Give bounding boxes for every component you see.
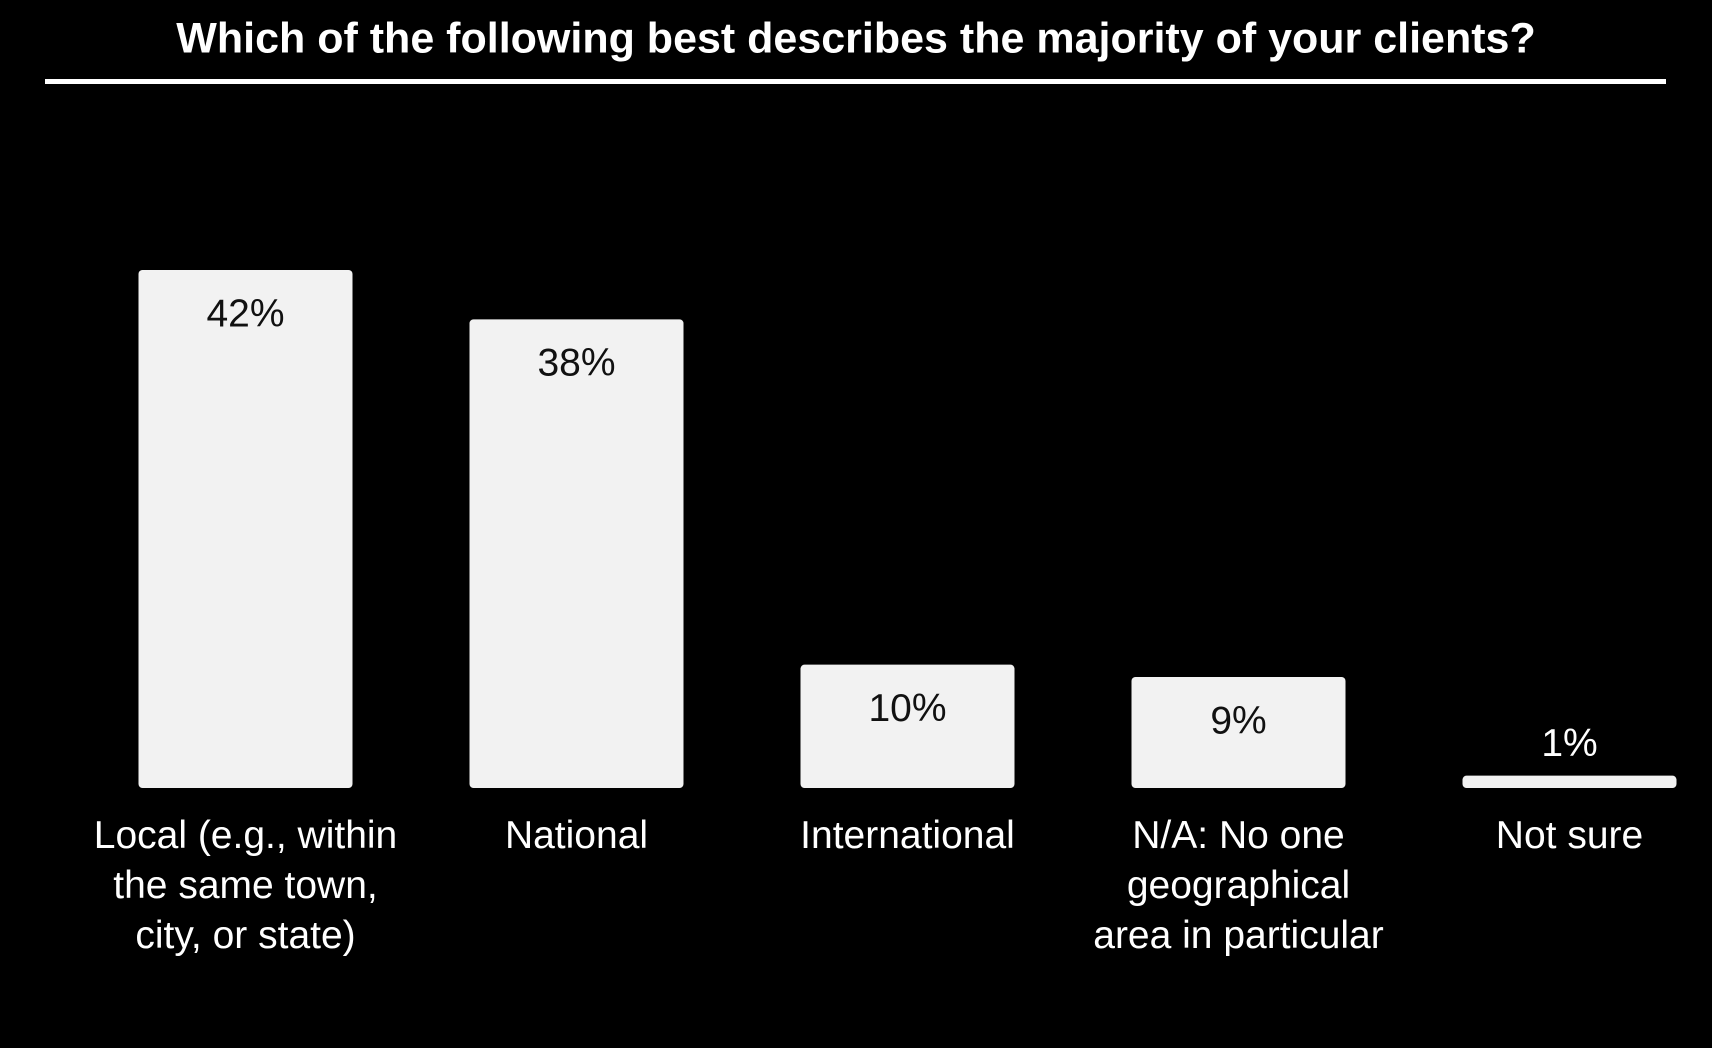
chart-title: Which of the following best describes th… (176, 14, 1535, 62)
x-tick-label: N/A: No one geographical area in particu… (1093, 814, 1384, 957)
bar (1462, 775, 1677, 788)
value-label: 42% (206, 292, 284, 335)
bar (800, 664, 1015, 788)
x-tick-label: Local (e.g., within the same town, city,… (93, 814, 398, 957)
title-underline (45, 79, 1666, 84)
value-label: 10% (868, 687, 946, 730)
x-tick-label: International (800, 814, 1015, 857)
value-label: 38% (537, 342, 615, 385)
x-tick-label: National (504, 814, 649, 857)
bar (138, 270, 353, 788)
x-tick-label: Not sure (1495, 814, 1644, 857)
value-label: 1% (1541, 722, 1597, 765)
bar (1131, 677, 1346, 788)
value-label: 9% (1210, 699, 1266, 742)
bar (469, 319, 684, 788)
